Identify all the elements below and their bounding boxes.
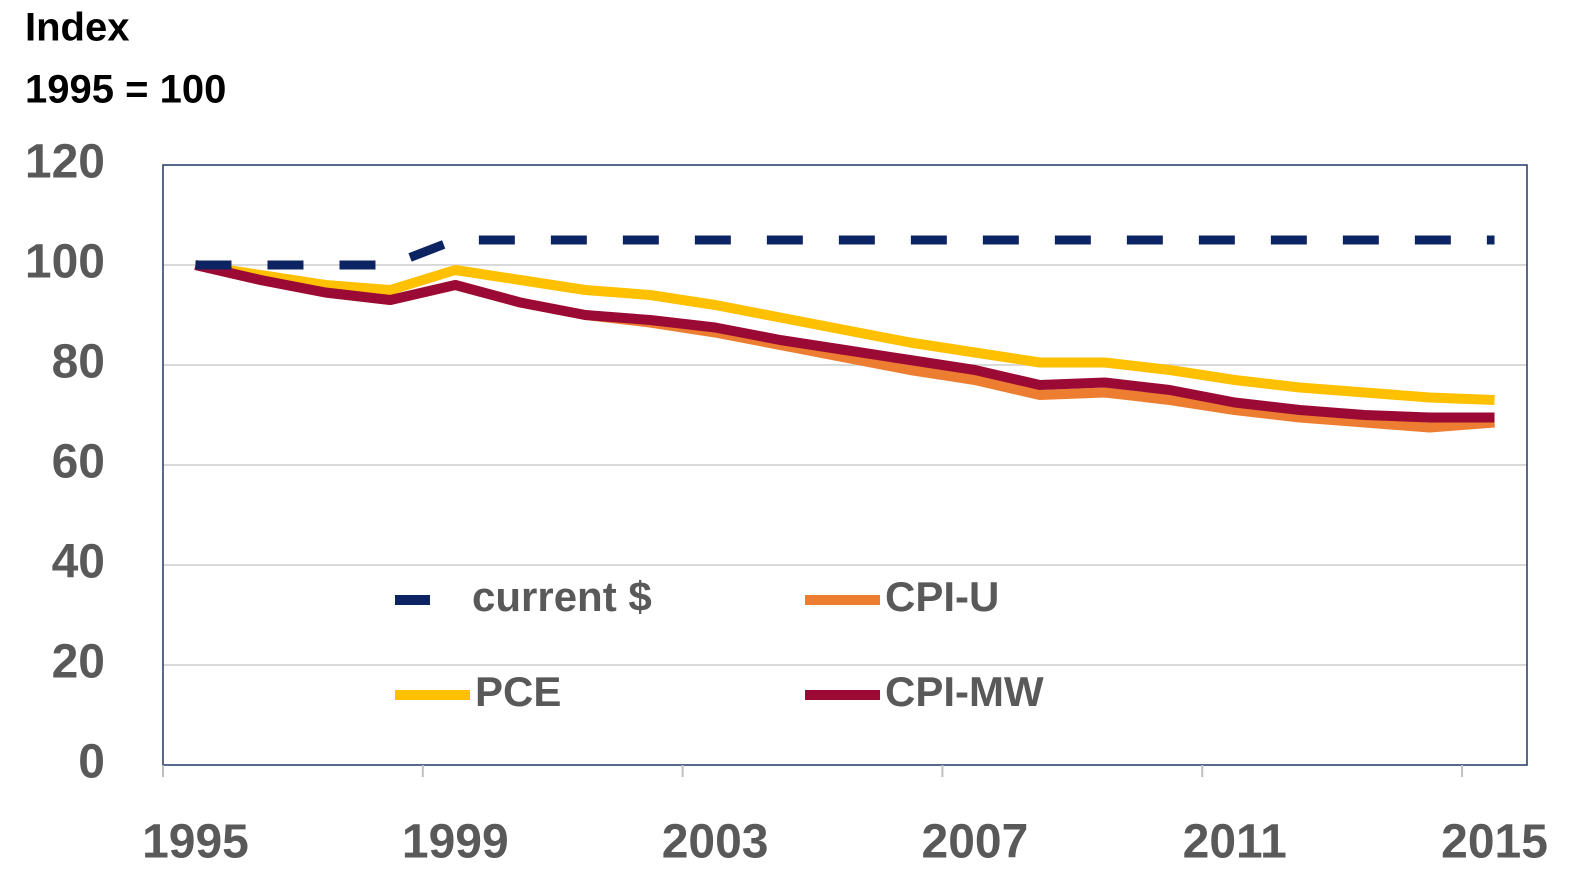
- legend-label: CPI-U: [885, 573, 999, 620]
- x-tick-label: 1999: [402, 816, 509, 869]
- y-tick-label: 80: [52, 336, 105, 389]
- legend-label: CPI-MW: [885, 668, 1044, 715]
- series-line: [194, 260, 1495, 405]
- plot-border: [162, 164, 1528, 766]
- y-tick-label: 120: [25, 136, 105, 189]
- legend-label: current $: [472, 573, 652, 620]
- x-tick-label: 2003: [662, 816, 769, 869]
- x-tick-label: 2015: [1441, 816, 1548, 869]
- y-tick-label: 0: [78, 736, 105, 789]
- y-tick-label: 60: [52, 436, 105, 489]
- y-label: Index: [25, 6, 129, 50]
- y-label: 1995 = 100: [25, 68, 226, 112]
- y-tick-label: 40: [52, 536, 105, 589]
- y-tick-label: 20: [52, 636, 105, 689]
- x-tick-label: 2011: [1183, 816, 1287, 869]
- y-tick-label: 100: [25, 236, 105, 289]
- x-tick-label: 1995: [142, 816, 249, 869]
- x-tick-label: 2007: [922, 816, 1029, 869]
- legend-label: PCE: [475, 668, 561, 715]
- series-line: [194, 260, 1495, 423]
- series-line: [195, 235, 1495, 270]
